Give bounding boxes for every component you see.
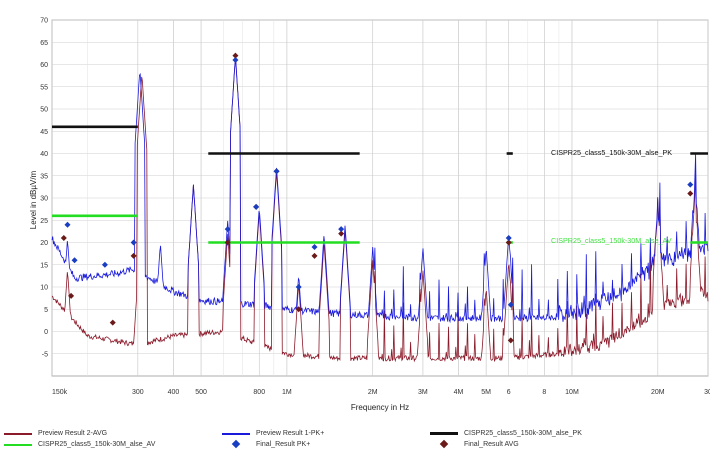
final-pk-marker [507,301,514,308]
legend-swatch-avg [4,433,32,435]
x-tick-label: 8 [542,389,546,396]
legend-label-avg: Preview Result 2-AVG [38,430,108,437]
y-tick-label: 30 [40,196,48,203]
y-axis-ticks: -5 0 5 10 15 20 25 30 35 40 45 50 55 60 65 70 [40,18,48,359]
y-tick-label: -5 [42,351,48,358]
x-tick-label: 800 [253,389,265,396]
y-tick-label: 5 [44,307,48,314]
legend-swatch-pk [222,433,250,435]
y-axis-label: Level in dBµV/m [29,170,38,229]
final-pk-marker [311,243,318,250]
final-pk-marker [338,226,345,233]
legend-label-limit-pk: CISPR25_class5_150k-30M_alse_PK [464,430,582,437]
limit-lines [52,125,708,244]
x-tick-label: 3M [418,389,428,396]
final-pk-marker [71,257,78,264]
final-avg-marker [507,337,514,344]
final-avg-marker [60,235,67,242]
final-pk-marker [295,284,302,290]
x-tick-label: 5M [481,389,491,396]
legend: Preview Result 2-AVG CISPR25_class5_150k… [0,426,710,451]
final-avg-marker [109,319,116,326]
x-tick-label: 10M [565,389,579,396]
final-avg-marker [338,230,345,237]
legend-label-limit-av: CISPR25_class5_150k-30M_alse_AV [38,441,156,448]
series-group [51,59,709,363]
final-avg-marker [130,252,137,259]
y-tick-label: 45 [40,129,48,136]
legend-marker-final-pk [231,439,241,449]
y-tick-label: 10 [40,285,48,292]
y-tick-label: 35 [40,173,48,180]
y-tick-label: 40 [40,151,48,158]
y-tick-label: 25 [40,218,48,225]
x-tick-label: 4M [454,389,464,396]
legend-label-final-avg: Final_Result AVG [464,441,519,448]
final-pk-marker [505,235,512,242]
final-pk-marker [232,57,239,64]
pk-limit-annotation: CISPR25_class5_150k-30M_alse_PK [551,148,672,157]
final-pk-marker [101,261,108,268]
final-pk-marker [253,203,260,210]
x-tick-label: 500 [195,389,207,396]
y-tick-label: 55 [40,84,48,91]
final-avg-marker [295,306,302,313]
legend-label-final-pk: Final_Result PK+ [256,441,311,448]
x-tick-label: 1M [282,389,292,396]
y-tick-label: 20 [40,240,48,247]
final-avg-marker [224,239,231,246]
series-line-pk [51,59,709,324]
final-result-markers [60,52,694,344]
x-tick-label: 300 [132,389,144,396]
y-tick-label: 0 [44,329,48,336]
x-tick-label: 400 [168,389,180,396]
final-avg-marker [311,252,318,259]
final-pk-marker [130,239,137,246]
legend-swatch-limit-pk [430,432,458,435]
final-pk-marker [687,181,694,188]
final-pk-marker [273,168,280,175]
x-tick-label: 150k [52,389,68,396]
y-tick-label: 15 [40,262,48,269]
x-axis-ticks: 150k 300 400 500 800 1M 2M 3M 4M 5M 6 8 10M 20M 30 [52,389,710,396]
x-tick-label: 30 [704,389,710,396]
x-tick-label: 6 [507,389,511,396]
final-pk-marker [224,226,231,233]
y-tick-label: 70 [40,18,48,25]
y-tick-label: 50 [40,107,48,114]
x-tick-label: 20M [651,389,665,396]
y-tick-label: 60 [40,62,48,69]
final-pk-marker [64,221,71,228]
x-tick-label: 2M [368,389,378,396]
series-line-avg [51,59,709,363]
av-limit-annotation: CISPR25_class5_150k-30M_alse_AV [551,236,672,245]
legend-label-pk: Preview Result 1-PK+ [256,430,325,437]
final-avg-marker [687,190,694,197]
final-avg-marker [68,292,75,299]
y-tick-label: 65 [40,40,48,47]
legend-swatch-limit-av [4,444,32,446]
final-avg-marker [232,52,239,59]
final-avg-marker [505,239,512,246]
x-axis-label: Frequency in Hz [351,403,409,412]
legend-marker-final-avg [439,439,449,449]
